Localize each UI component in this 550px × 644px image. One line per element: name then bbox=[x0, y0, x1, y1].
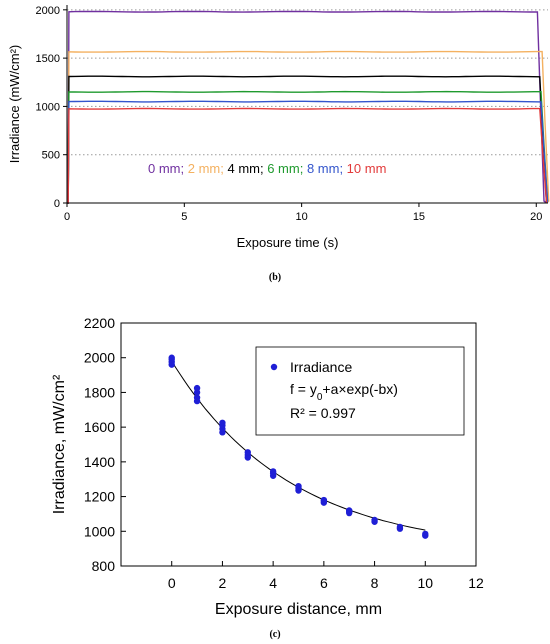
series-line-4mm bbox=[67, 75, 548, 204]
y-axis-title-b: Irradiance (mW/cm²) bbox=[7, 45, 22, 163]
x-tick-label-c: 6 bbox=[320, 575, 328, 591]
data-point bbox=[193, 394, 201, 401]
y-tick-label-c: 1000 bbox=[84, 523, 115, 539]
data-point bbox=[371, 516, 378, 524]
x-axis-title-b: Exposure time (s) bbox=[237, 235, 339, 250]
data-point bbox=[193, 384, 201, 392]
legend-box bbox=[255, 346, 465, 436]
y-axis-title-c: Irradiance, mW/cm² bbox=[51, 374, 68, 514]
x-tick-label-c: 4 bbox=[269, 575, 277, 591]
y-tick-label-c: 1400 bbox=[84, 454, 115, 470]
data-point bbox=[396, 523, 404, 531]
data-point bbox=[295, 482, 302, 490]
data-point bbox=[219, 419, 226, 427]
legend-label-r2: R² = 0.997 bbox=[290, 405, 356, 421]
series-line-8mm bbox=[67, 100, 549, 204]
data-point bbox=[244, 449, 251, 456]
panel-b-caption: (b) bbox=[269, 272, 281, 283]
y-tick-label-b: 1500 bbox=[36, 53, 60, 65]
chart-c: 800 1000 1200 1400 1600 1800 2000 2200 0 2 4 6 8 10 12… bbox=[51, 315, 484, 618]
x-tick-label-b: 5 bbox=[181, 211, 187, 223]
annotation-entry: 10 mm bbox=[343, 161, 386, 176]
data-point bbox=[346, 507, 353, 514]
y-tick-label-b: 2000 bbox=[36, 5, 60, 17]
series-line-0mm bbox=[67, 10, 548, 204]
data-point bbox=[320, 496, 328, 504]
series-line-6mm bbox=[67, 90, 549, 204]
series-line-10mm bbox=[67, 107, 548, 204]
series-line-2mm bbox=[67, 50, 550, 204]
distance-annotation: 0 mm; 2 mm; 4 mm; 6 mm; 8 mm; 10 mm bbox=[148, 161, 386, 176]
x-tick-label-c: 8 bbox=[371, 575, 379, 591]
annotation-entry: 8 mm; bbox=[303, 161, 343, 176]
legend-label-irradiance: Irradiance bbox=[290, 359, 352, 375]
x-axis-title-c: Exposure distance, mm bbox=[215, 601, 382, 618]
y-tick-label-c: 1800 bbox=[84, 384, 115, 400]
y-tick-label-b: 0 bbox=[54, 198, 60, 210]
y-tick-label-c: 2000 bbox=[84, 350, 115, 366]
x-tick-label-c: 10 bbox=[417, 575, 433, 591]
annotation-entry: 4 mm; bbox=[224, 161, 264, 176]
x-tick-label-b: 10 bbox=[296, 211, 308, 223]
plot-frame-c bbox=[120, 322, 477, 567]
x-tick-label-b: 0 bbox=[64, 211, 70, 223]
chart-b: 0 500 1000 1500 2000 0 5 10 15 20 Exposure time (s… bbox=[7, 5, 550, 250]
annotation-entry: 0 mm; bbox=[148, 161, 184, 176]
data-point bbox=[168, 354, 175, 361]
annotation-entry: 6 mm; bbox=[264, 161, 304, 176]
panel-c-caption: (c) bbox=[269, 629, 280, 640]
data-point bbox=[422, 530, 429, 538]
y-tick-label-b: 500 bbox=[42, 150, 60, 162]
legend-marker bbox=[270, 363, 278, 371]
y-tick-label-c: 800 bbox=[92, 558, 116, 574]
y-tick-label-c: 1200 bbox=[84, 489, 115, 505]
x-tick-label-c: 12 bbox=[468, 575, 484, 591]
y-tick-label-b: 1000 bbox=[36, 101, 60, 113]
y-tick-label-c: 2200 bbox=[84, 315, 115, 331]
x-tick-label-c: 2 bbox=[219, 575, 227, 591]
annotation-entry: 2 mm; bbox=[184, 161, 224, 176]
x-tick-label-c: 0 bbox=[168, 575, 176, 591]
legend-label-fit: f = y0+a×exp(-bx) bbox=[290, 381, 398, 403]
x-tick-label-b: 15 bbox=[413, 211, 425, 223]
y-tick-label-c: 1600 bbox=[84, 419, 115, 435]
data-point bbox=[269, 468, 277, 475]
x-tick-label-b: 20 bbox=[530, 211, 542, 223]
